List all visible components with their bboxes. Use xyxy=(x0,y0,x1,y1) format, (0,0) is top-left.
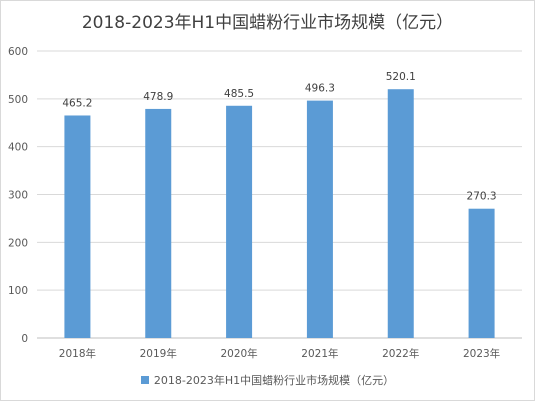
bar xyxy=(64,115,91,338)
bar xyxy=(387,89,414,338)
bar xyxy=(226,105,253,338)
y-tick-label: 400 xyxy=(8,142,28,154)
bar xyxy=(306,100,333,338)
data-label: 496.3 xyxy=(305,83,335,95)
bar xyxy=(145,108,172,338)
x-tick-label: 2022年 xyxy=(382,347,419,360)
data-label: 520.1 xyxy=(386,71,416,83)
x-tick-label: 2023年 xyxy=(463,347,500,360)
legend: 2018-2023年H1中国蜡粉行业市场规模（亿元） xyxy=(0,372,535,388)
x-tick-label: 2019年 xyxy=(140,347,177,360)
y-tick-label: 600 xyxy=(8,46,28,58)
data-label: 478.9 xyxy=(143,91,173,103)
y-tick-label: 0 xyxy=(21,333,28,345)
y-tick-label: 500 xyxy=(8,94,28,106)
y-tick-label: 300 xyxy=(8,190,28,202)
legend-label: 2018-2023年H1中国蜡粉行业市场规模（亿元） xyxy=(153,374,395,387)
x-tick-label: 2018年 xyxy=(59,347,96,360)
chart-title: 2018-2023年H1中国蜡粉行业市场规模（亿元） xyxy=(81,13,454,33)
y-tick-label: 200 xyxy=(8,237,28,249)
data-label: 465.2 xyxy=(62,97,92,109)
data-label: 270.3 xyxy=(467,191,497,203)
x-tick-label: 2020年 xyxy=(220,347,257,360)
data-label: 485.5 xyxy=(224,88,254,100)
y-tick-label: 100 xyxy=(8,285,28,297)
x-tick-label: 2021年 xyxy=(301,347,338,360)
legend-swatch xyxy=(140,376,149,384)
bar xyxy=(468,208,495,338)
